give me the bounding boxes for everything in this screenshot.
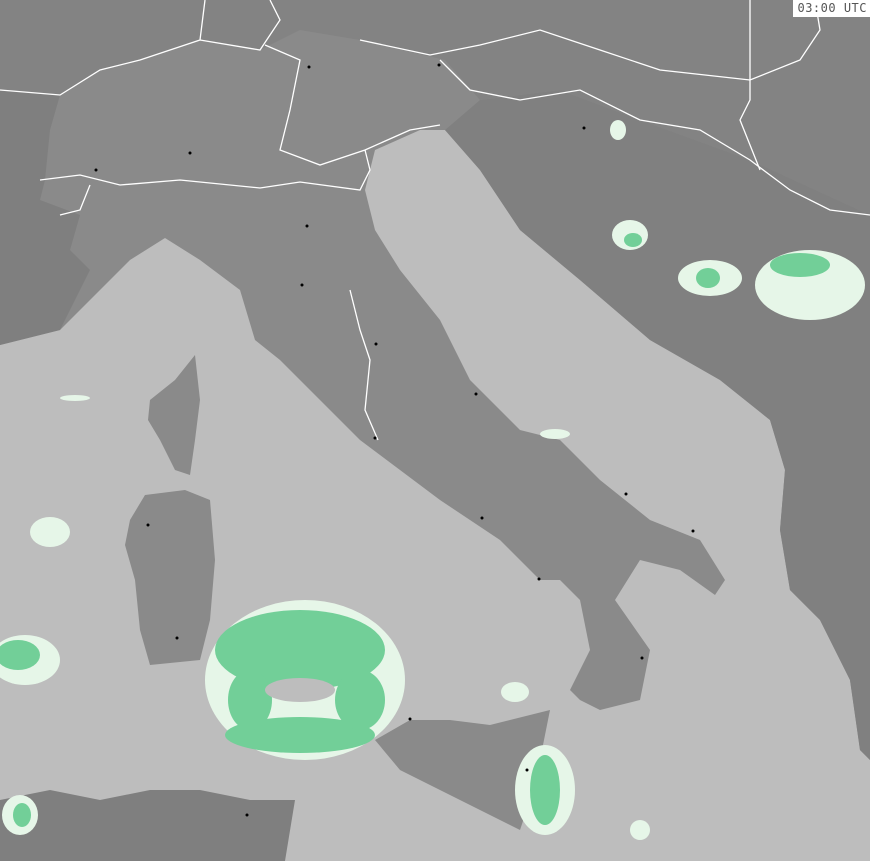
city-marker [437,63,441,67]
country-borders [0,0,870,441]
city-marker [624,492,628,496]
city-marker [408,717,412,721]
city-marker [480,516,484,520]
balkans-region [445,90,870,760]
corsica [148,355,200,475]
city-marker [245,813,249,817]
france-region [0,90,90,345]
city-marker [300,283,304,287]
timestamp-label: 03:00 UTC [793,0,870,17]
sardinia [125,490,215,665]
city-marker [307,65,311,69]
city-markers [94,63,695,817]
city-marker [582,126,586,130]
city-marker [305,224,309,228]
city-marker [691,529,695,533]
city-marker [94,168,98,172]
city-marker [525,768,529,772]
city-marker [640,656,644,660]
precipitation [0,120,865,840]
city-marker [374,342,378,346]
north-africa [0,790,295,861]
city-marker [146,523,150,527]
city-marker [188,151,192,155]
city-marker [537,577,541,581]
north-europe-region [0,0,870,215]
city-marker [175,636,179,640]
sicily [375,710,550,830]
city-marker [474,392,478,396]
city-marker [373,436,377,440]
